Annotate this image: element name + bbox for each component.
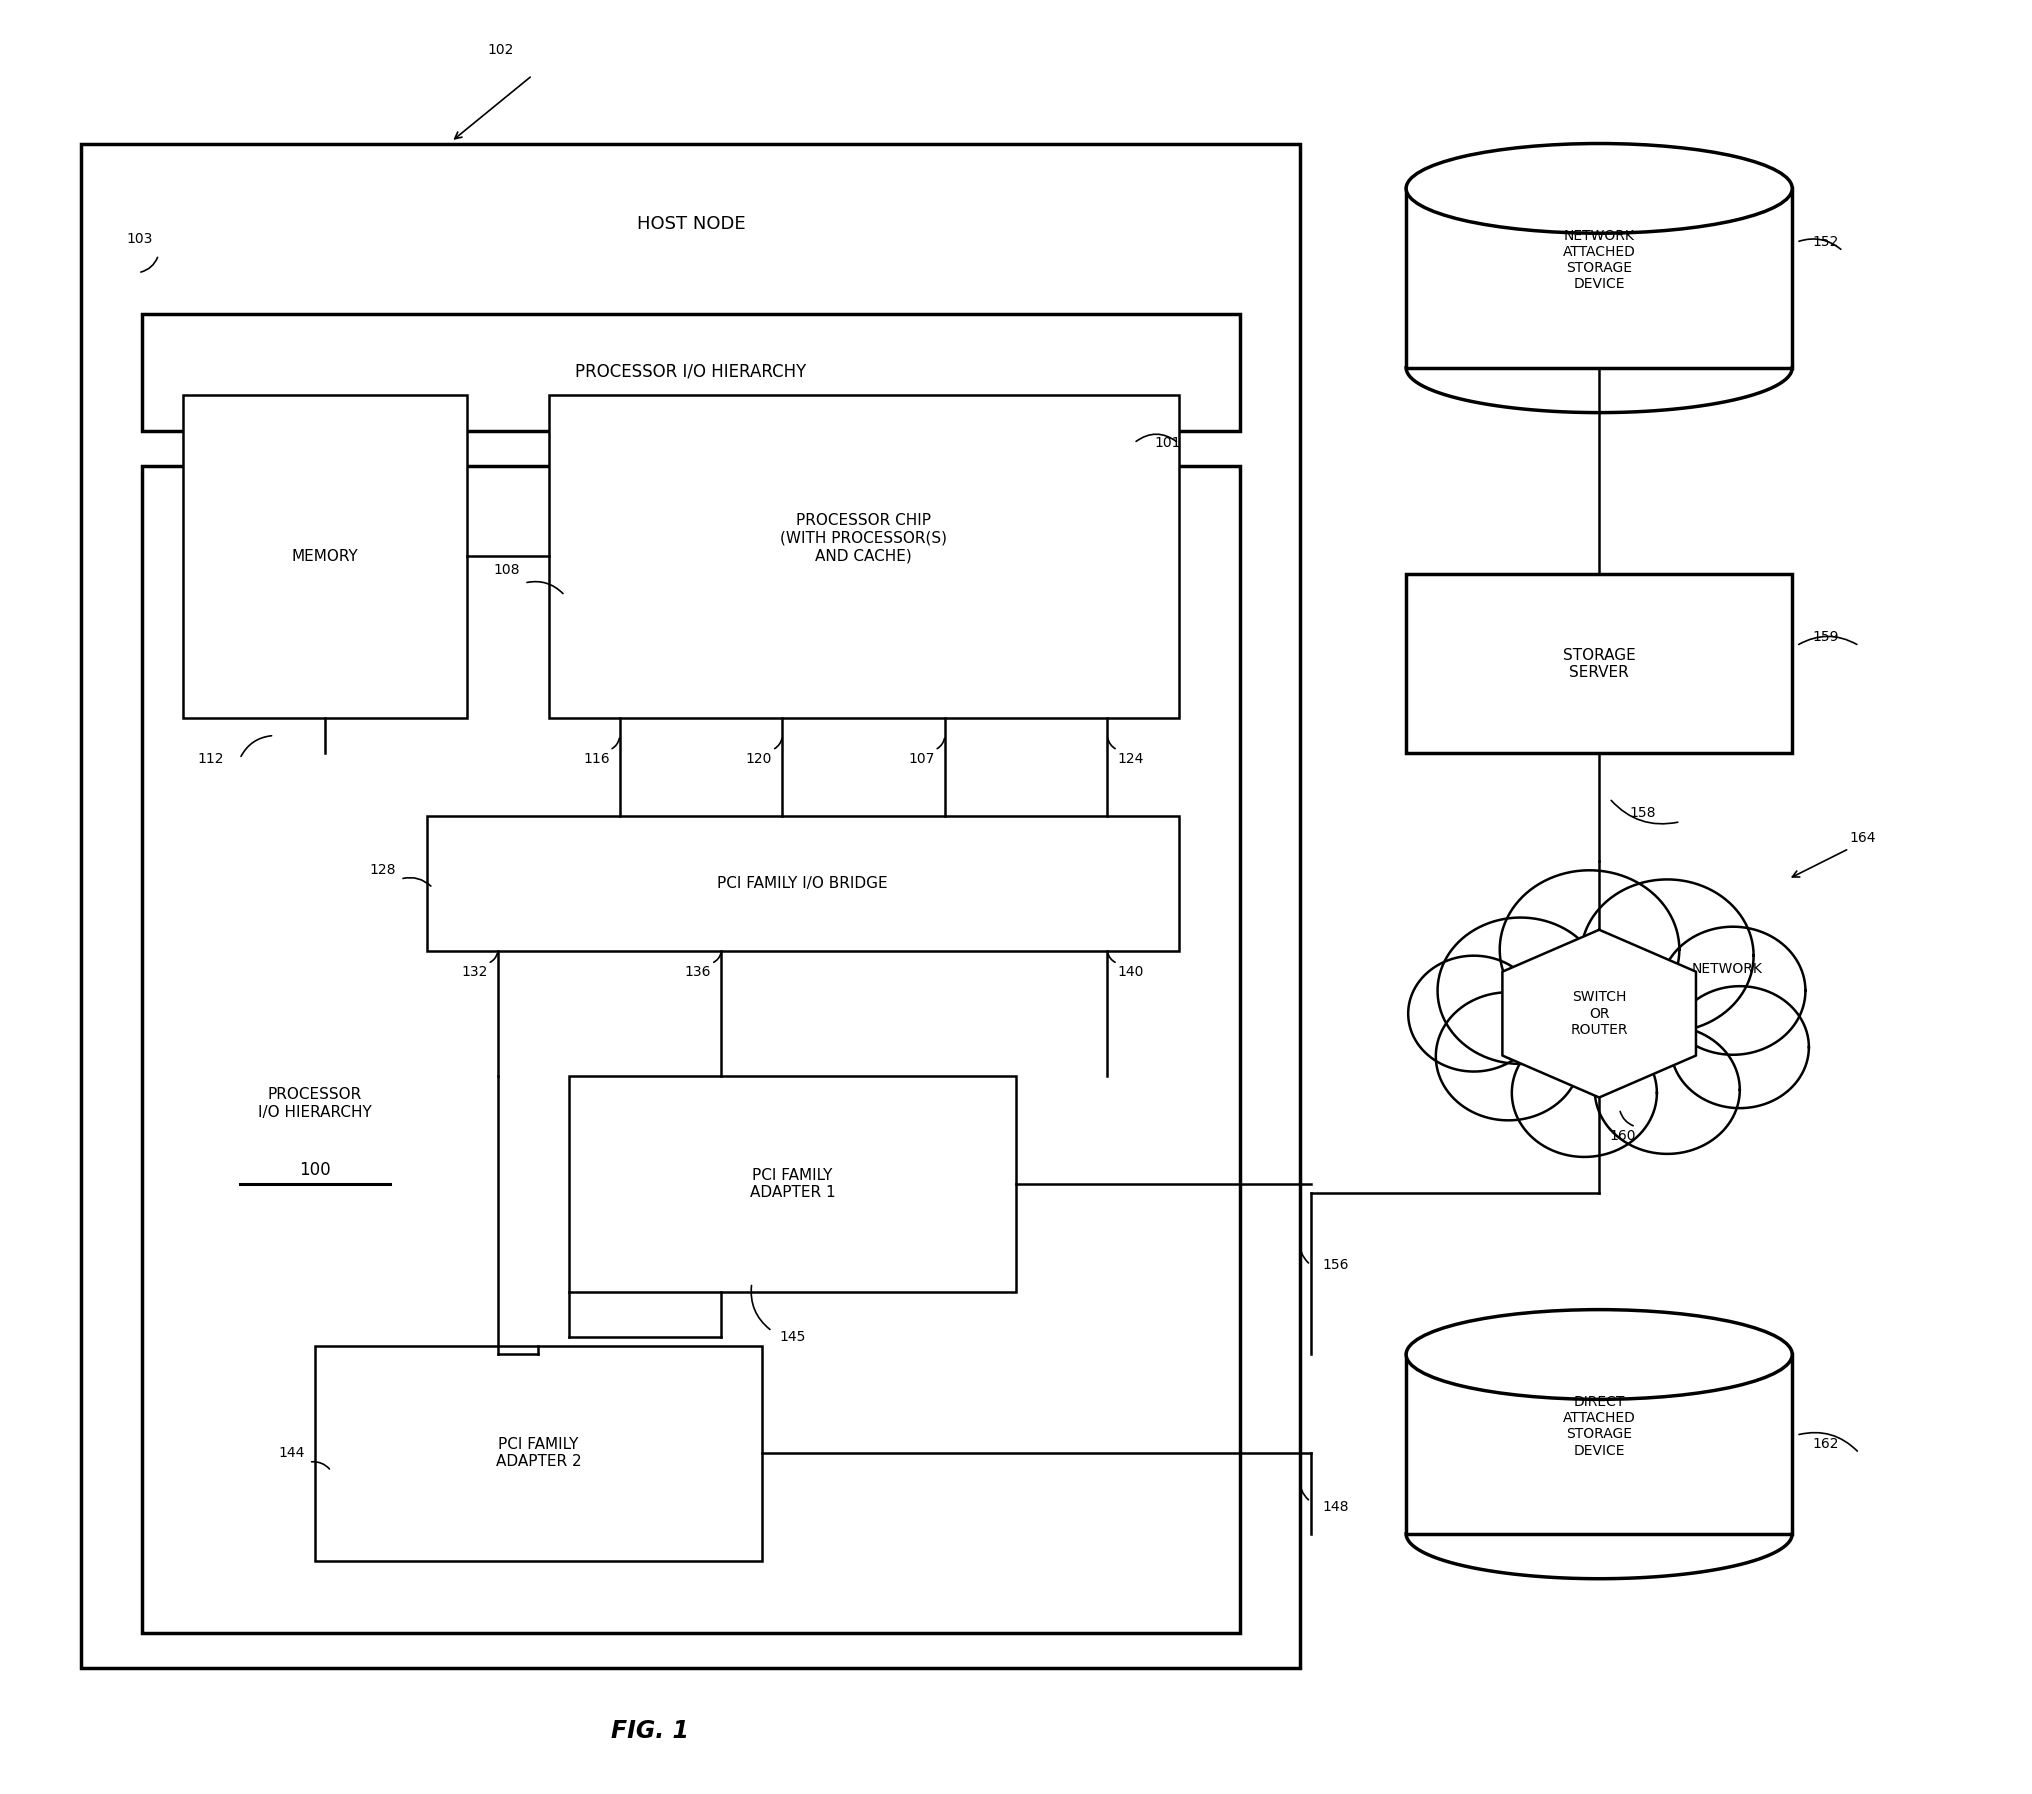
Text: 144: 144 — [278, 1446, 305, 1460]
Polygon shape — [1670, 987, 1808, 1109]
Bar — [183, 395, 467, 718]
Bar — [427, 816, 1179, 951]
Text: PCI FAMILY
ADAPTER 2: PCI FAMILY ADAPTER 2 — [496, 1437, 581, 1469]
Text: 140: 140 — [1118, 965, 1144, 980]
Polygon shape — [1660, 927, 1804, 1055]
Text: PCI FAMILY
ADAPTER 1: PCI FAMILY ADAPTER 1 — [750, 1168, 835, 1200]
Text: PROCESSOR CHIP
(WITH PROCESSOR(S)
AND CACHE): PROCESSOR CHIP (WITH PROCESSOR(S) AND CA… — [780, 513, 947, 563]
Text: 159: 159 — [1813, 630, 1839, 644]
Polygon shape — [1408, 956, 1540, 1071]
Text: 100: 100 — [299, 1161, 331, 1179]
Bar — [315, 1346, 762, 1561]
Text: 160: 160 — [1609, 1128, 1636, 1143]
Text: 145: 145 — [780, 1329, 805, 1344]
Text: PROCESSOR
I/O HIERARCHY: PROCESSOR I/O HIERARCHY — [258, 1087, 372, 1119]
Text: 120: 120 — [746, 752, 772, 766]
Polygon shape — [1581, 879, 1754, 1032]
Text: HOST NODE: HOST NODE — [636, 215, 746, 233]
Text: 132: 132 — [461, 965, 488, 980]
Text: 116: 116 — [583, 752, 610, 766]
Text: PCI FAMILY I/O BRIDGE: PCI FAMILY I/O BRIDGE — [717, 875, 888, 892]
Ellipse shape — [1406, 144, 1792, 233]
Polygon shape — [1437, 992, 1581, 1119]
Text: NETWORK
ATTACHED
STORAGE
DEVICE: NETWORK ATTACHED STORAGE DEVICE — [1563, 230, 1636, 291]
Bar — [81, 144, 1300, 1668]
Text: DIRECT
ATTACHED
STORAGE
DEVICE: DIRECT ATTACHED STORAGE DEVICE — [1563, 1396, 1636, 1457]
Text: 101: 101 — [1154, 436, 1181, 450]
Text: 156: 156 — [1323, 1258, 1349, 1272]
Text: 107: 107 — [908, 752, 935, 766]
Text: 128: 128 — [370, 863, 396, 877]
Polygon shape — [1502, 929, 1697, 1098]
Bar — [1406, 188, 1792, 368]
Bar — [569, 1076, 1016, 1292]
Text: SWITCH
OR
ROUTER: SWITCH OR ROUTER — [1571, 990, 1628, 1037]
Text: 108: 108 — [494, 563, 520, 578]
Text: 136: 136 — [685, 965, 711, 980]
Polygon shape — [1500, 870, 1678, 1028]
Bar — [142, 314, 1240, 431]
Text: 112: 112 — [197, 752, 224, 766]
Text: FIG. 1: FIG. 1 — [612, 1719, 689, 1744]
Text: STORAGE
SERVER: STORAGE SERVER — [1563, 648, 1636, 680]
Text: MEMORY: MEMORY — [293, 549, 358, 563]
Bar — [1406, 574, 1792, 753]
Text: 162: 162 — [1813, 1437, 1839, 1451]
Text: 164: 164 — [1849, 831, 1876, 845]
Text: 148: 148 — [1323, 1500, 1349, 1514]
Text: 158: 158 — [1630, 806, 1656, 820]
Text: 152: 152 — [1813, 235, 1839, 249]
Bar — [142, 466, 1240, 1633]
Polygon shape — [1595, 1026, 1739, 1154]
Ellipse shape — [1406, 1310, 1792, 1399]
Text: NETWORK: NETWORK — [1693, 962, 1762, 976]
Polygon shape — [1437, 917, 1603, 1064]
Text: 103: 103 — [126, 231, 152, 246]
Text: 124: 124 — [1118, 752, 1144, 766]
Bar — [1406, 1354, 1792, 1534]
Text: 102: 102 — [488, 43, 514, 57]
Text: PROCESSOR I/O HIERARCHY: PROCESSOR I/O HIERARCHY — [575, 362, 807, 380]
Bar — [549, 395, 1179, 718]
Polygon shape — [1512, 1030, 1656, 1157]
